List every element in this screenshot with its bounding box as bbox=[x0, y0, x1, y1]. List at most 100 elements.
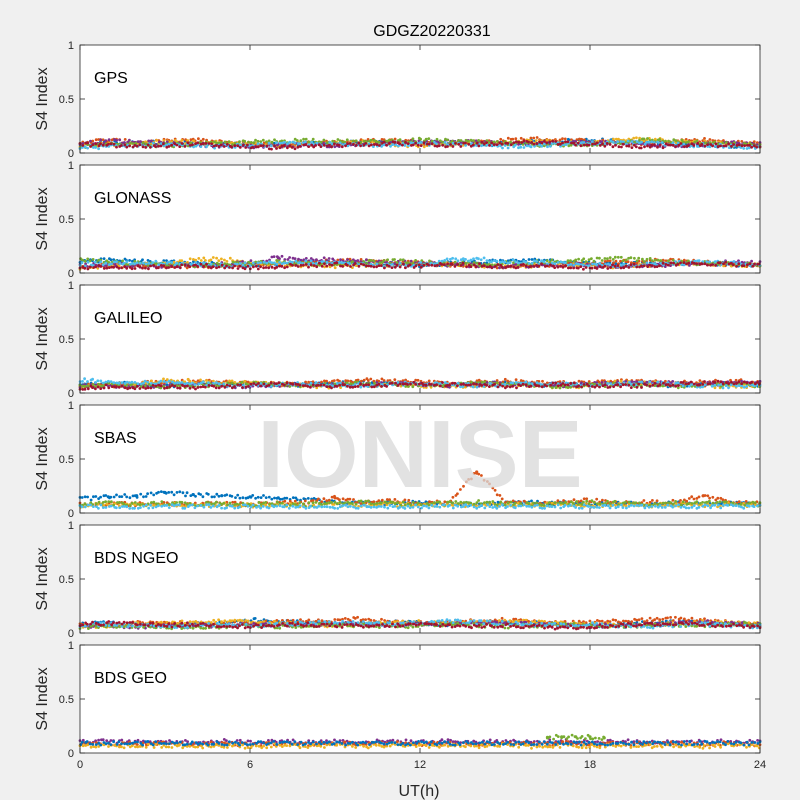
data-point bbox=[630, 140, 634, 144]
data-point bbox=[162, 142, 165, 146]
data-point bbox=[582, 143, 586, 147]
data-point bbox=[635, 259, 639, 263]
data-point bbox=[742, 147, 746, 150]
data-point bbox=[679, 142, 683, 145]
data-point bbox=[640, 140, 643, 144]
data-point bbox=[141, 145, 145, 149]
data-point bbox=[467, 142, 471, 146]
data-point bbox=[511, 137, 515, 141]
data-point bbox=[700, 142, 704, 146]
data-point bbox=[622, 262, 626, 266]
data-point bbox=[86, 146, 89, 150]
data-point bbox=[341, 265, 345, 268]
data-point bbox=[131, 142, 135, 145]
data-point bbox=[282, 144, 286, 148]
data-point bbox=[551, 386, 554, 389]
data-point bbox=[244, 146, 248, 149]
data-point bbox=[672, 261, 675, 265]
data-point bbox=[89, 145, 92, 148]
data-point bbox=[496, 263, 500, 266]
data-point bbox=[613, 264, 617, 268]
data-point bbox=[464, 144, 467, 147]
data-point bbox=[147, 139, 151, 143]
data-point bbox=[696, 142, 699, 145]
data-point bbox=[687, 140, 690, 144]
data-point bbox=[254, 264, 258, 268]
data-point bbox=[267, 147, 271, 151]
data-point bbox=[746, 263, 749, 267]
data-point bbox=[745, 147, 749, 150]
data-point bbox=[509, 264, 513, 268]
data-point bbox=[186, 141, 190, 145]
data-point bbox=[102, 267, 106, 270]
data-point bbox=[524, 264, 528, 268]
data-point bbox=[151, 261, 155, 264]
data-point bbox=[495, 259, 499, 263]
data-point bbox=[406, 142, 410, 146]
data-point bbox=[582, 141, 586, 144]
data-point bbox=[559, 260, 563, 264]
data-point bbox=[325, 144, 329, 148]
data-point bbox=[310, 140, 313, 144]
data-point bbox=[561, 137, 564, 141]
data-point bbox=[690, 142, 694, 146]
panel-label: GPS bbox=[94, 70, 128, 87]
data-point bbox=[333, 142, 336, 146]
data-point bbox=[249, 141, 253, 144]
data-point bbox=[369, 138, 373, 142]
data-point bbox=[304, 259, 308, 263]
data-point bbox=[115, 139, 118, 142]
data-point bbox=[170, 143, 174, 147]
data-point bbox=[112, 142, 116, 146]
data-point bbox=[346, 142, 349, 146]
data-point bbox=[611, 140, 615, 144]
data-point bbox=[558, 142, 562, 146]
data-point bbox=[319, 145, 323, 149]
figure-title: GDGZ20220331 bbox=[373, 23, 491, 40]
data-point bbox=[272, 255, 276, 258]
data-point bbox=[708, 260, 711, 264]
data-point bbox=[612, 137, 615, 141]
data-point bbox=[318, 261, 321, 265]
data-point bbox=[217, 259, 221, 262]
data-point bbox=[485, 259, 489, 262]
data-point bbox=[91, 258, 95, 261]
data-point bbox=[487, 141, 491, 145]
data-point bbox=[109, 142, 113, 146]
data-point bbox=[711, 263, 714, 266]
data-point bbox=[393, 140, 397, 144]
data-point bbox=[503, 260, 507, 264]
data-point bbox=[642, 137, 646, 141]
data-point bbox=[165, 259, 168, 262]
data-point bbox=[125, 145, 129, 149]
data-point bbox=[672, 138, 676, 142]
data-point bbox=[94, 385, 97, 388]
data-point bbox=[92, 146, 95, 149]
data-point bbox=[614, 137, 618, 141]
data-point bbox=[267, 266, 271, 270]
data-point bbox=[123, 138, 127, 141]
data-point bbox=[278, 261, 281, 264]
data-point bbox=[341, 140, 344, 144]
data-point bbox=[259, 265, 262, 269]
data-point bbox=[278, 141, 282, 145]
data-point bbox=[620, 263, 623, 267]
data-point bbox=[492, 140, 496, 144]
data-point bbox=[425, 142, 429, 146]
data-point bbox=[283, 141, 286, 144]
data-point bbox=[635, 140, 639, 144]
data-point bbox=[443, 141, 447, 144]
data-point bbox=[178, 266, 182, 270]
data-point bbox=[346, 258, 349, 261]
data-point bbox=[650, 143, 654, 147]
data-point bbox=[490, 141, 494, 145]
data-point bbox=[213, 146, 217, 150]
y-tick-label: 1 bbox=[68, 40, 74, 52]
data-point bbox=[243, 267, 247, 271]
data-point bbox=[433, 264, 437, 268]
data-point bbox=[307, 140, 311, 144]
data-point bbox=[648, 257, 652, 260]
data-point bbox=[372, 259, 376, 263]
data-point bbox=[369, 264, 373, 268]
data-point bbox=[188, 257, 192, 261]
